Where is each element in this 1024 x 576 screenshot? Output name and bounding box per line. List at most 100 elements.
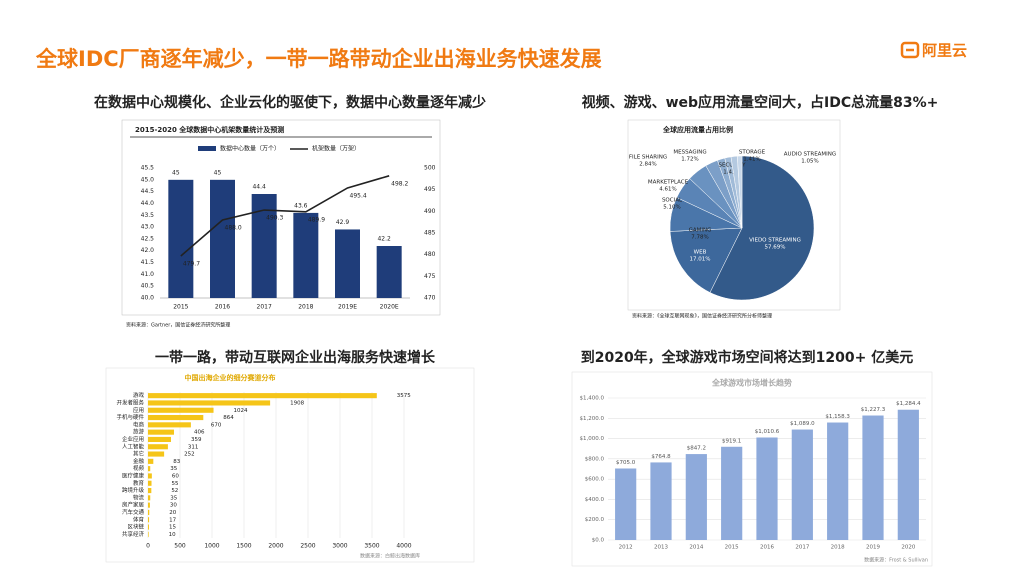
bar <box>148 466 151 472</box>
pie-slice <box>669 227 743 293</box>
bar <box>148 495 151 501</box>
line-label: 490.3 <box>266 215 283 222</box>
bar <box>791 429 813 540</box>
x-tick-label: 2017 <box>257 304 272 311</box>
y-tick-label: 人工智能 <box>122 442 145 450</box>
x-tick-label: 2016 <box>760 545 774 551</box>
y-tick-label: $400.0 <box>585 497 605 503</box>
y-tick-label: 房产家居 <box>122 501 145 509</box>
bar <box>862 415 884 540</box>
y2-tick-label: 500 <box>424 165 436 172</box>
x-tick-label: 0 <box>146 543 150 550</box>
bar <box>148 531 149 537</box>
y-tick-label: 教育 <box>133 479 145 487</box>
line-label: 479.7 <box>183 260 200 267</box>
slice-value: 2.84% <box>639 162 656 168</box>
bar <box>168 179 194 298</box>
y-tick-label: 体育 <box>133 515 145 523</box>
x-tick-label: 2500 <box>300 543 315 550</box>
y-tick-label: 42.0 <box>141 247 155 254</box>
bar <box>148 487 152 494</box>
y-tick-label: 旅游 <box>133 428 145 436</box>
x-tick-label: 2017 <box>795 545 809 551</box>
x-tick-label: 2020E <box>380 304 399 311</box>
x-tick-label: 2015 <box>725 545 739 551</box>
bar-label: 35 <box>170 466 177 472</box>
caption: 在数据中心规模化、企业云化的驱使下，数据中心数量逐年减少 <box>94 94 486 111</box>
bar-label: 43.6 <box>294 202 308 209</box>
x-tick-label: 2018 <box>298 304 313 311</box>
chart-frame <box>105 367 475 563</box>
y-tick-label: 41.5 <box>141 259 155 266</box>
chart-title: 全球应用流量占用比例 <box>662 125 733 134</box>
bar-label: 17 <box>169 517 176 523</box>
y-tick-label: $0.0 <box>592 538 605 544</box>
bar-label: 45 <box>214 169 222 176</box>
bar <box>148 400 271 406</box>
x-tick-label: 2014 <box>689 545 703 551</box>
x-tick-label: 2018 <box>831 545 845 551</box>
y-tick-label: 应用 <box>133 406 144 414</box>
y-tick-label: 43.0 <box>141 224 155 231</box>
source: 资料来源：Gartner，国信证券经济研究所整理 <box>126 322 230 329</box>
slice-label: SOCIAL <box>662 198 683 204</box>
legend-label: 机架数量（万架） <box>312 145 360 153</box>
y-tick-label: 42.5 <box>141 235 155 242</box>
line-label: 495.4 <box>350 192 367 199</box>
bar-label: $1,284.4 <box>896 401 921 407</box>
x-tick-label: 4000 <box>396 543 411 550</box>
bar <box>615 468 637 540</box>
y-tick-label: 43.5 <box>141 212 155 219</box>
bar-label: $1,227.3 <box>861 407 886 413</box>
legend-swatch <box>198 146 216 151</box>
chart-title: 2015-2020 全球数据中心机架数量统计及预测 <box>135 125 284 134</box>
y-tick-label: 金融 <box>133 457 145 465</box>
x-tick-label: 1000 <box>204 543 219 550</box>
x-tick-label: 2012 <box>619 545 633 551</box>
bar-label: 45 <box>172 169 180 176</box>
slice-value: 57.69% <box>765 245 786 251</box>
y2-tick-label: 480 <box>424 251 436 258</box>
source: 数据来源：白鲸出海数据库 <box>360 553 420 560</box>
bar-label: 359 <box>191 437 202 443</box>
bar <box>148 407 214 413</box>
slice-value: 1.41% <box>743 157 760 163</box>
slice-value: 1.05% <box>801 159 818 165</box>
logo-icon <box>900 41 920 59</box>
bar <box>210 179 235 298</box>
bar-label: 20 <box>169 510 176 516</box>
bar <box>148 444 168 450</box>
bar <box>756 437 778 540</box>
bar-label: 83 <box>173 459 180 465</box>
y2-tick-label: 470 <box>424 295 436 302</box>
bar <box>148 436 171 443</box>
bar-label: $1,089.0 <box>790 421 815 427</box>
x-tick-label: 1500 <box>236 543 251 550</box>
bar <box>897 409 919 540</box>
y-tick-label: 电商 <box>133 420 145 428</box>
bar-label: $764.8 <box>651 454 671 460</box>
bar-label: 3575 <box>397 393 411 399</box>
chart-title: 中国出海企业的细分赛道分布 <box>185 373 276 382</box>
y-tick-label: 游戏 <box>133 391 145 399</box>
bar <box>148 473 152 479</box>
y-tick-label: $600.0 <box>585 477 605 483</box>
bar-label: $919.1 <box>722 438 741 444</box>
bar <box>148 502 150 508</box>
line-label: 488.0 <box>225 225 242 232</box>
y-tick-label: 企业应用 <box>122 435 144 443</box>
x-tick-label: 2020 <box>901 545 915 551</box>
bar-label: 42.9 <box>336 219 350 226</box>
y-tick-label: 跨境升级 <box>122 486 145 494</box>
bar-label: 252 <box>184 452 195 458</box>
bar <box>148 509 150 516</box>
bar <box>376 246 402 298</box>
legend-label: 数据中心数量（万个） <box>220 145 280 153</box>
y-tick-label: $800.0 <box>585 456 605 462</box>
y-tick-label: 共享经济 <box>122 530 145 538</box>
bar-label: 311 <box>188 444 199 450</box>
caption: 一带一路，带动互联网企业出海服务快速增长 <box>155 349 436 366</box>
bar-label: $1,158.3 <box>825 414 850 420</box>
bar <box>148 422 191 428</box>
